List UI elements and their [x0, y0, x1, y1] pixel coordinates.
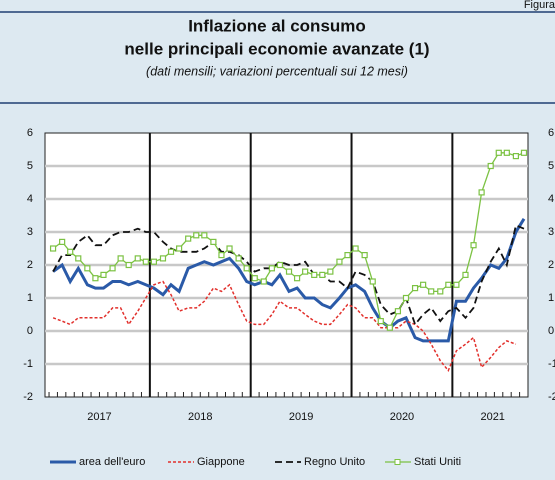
point-marker [218, 252, 225, 259]
y2-tick-label: 2 [548, 259, 554, 271]
point-marker [49, 245, 57, 252]
point-marker [176, 245, 183, 252]
point-marker [185, 235, 192, 242]
legend-marker [394, 459, 401, 465]
figure-label: Figura [524, 0, 555, 11]
point-marker [512, 153, 519, 160]
point-marker [369, 278, 376, 285]
point-marker [109, 265, 116, 272]
y2-tick-label: 5 [548, 160, 554, 172]
point-marker [193, 232, 200, 239]
legend-label: area dell'euro [79, 456, 145, 468]
point-marker [276, 261, 284, 269]
y-tick-label: 6 [27, 127, 33, 139]
y2-tick-label: -1 [548, 358, 555, 370]
y2-tick-label: -2 [548, 391, 555, 403]
point-marker [402, 294, 410, 302]
point-marker [437, 288, 444, 295]
y-tick-label: 2 [27, 259, 33, 271]
point-marker [478, 189, 485, 196]
point-marker [453, 281, 460, 288]
point-marker [377, 318, 384, 325]
x-tick-label: 2021 [480, 411, 504, 423]
point-marker [520, 149, 528, 156]
point-marker [92, 275, 99, 282]
point-marker [336, 258, 343, 265]
point-marker [268, 265, 275, 272]
point-marker [428, 288, 435, 295]
point-marker [311, 271, 318, 278]
point-marker [285, 268, 293, 275]
point-marker [150, 258, 158, 265]
point-marker [100, 271, 107, 278]
y-tick-label: 0 [27, 325, 33, 337]
x-tick-label: 2018 [188, 411, 212, 423]
point-marker [59, 238, 66, 245]
point-marker [462, 271, 469, 278]
point-marker [210, 238, 217, 245]
chart-title: nelle principali economie avanzate (1) [124, 39, 429, 58]
legend-label: Stati Uniti [414, 456, 461, 468]
y-tick-label: -1 [23, 358, 33, 370]
point-marker [495, 149, 502, 156]
point-marker [352, 245, 359, 252]
point-marker [327, 268, 334, 275]
point-marker [142, 258, 149, 265]
point-marker [75, 255, 82, 262]
point-marker [260, 278, 267, 285]
series-line [52, 218, 526, 343]
point-marker [159, 255, 167, 262]
y-tick-label: 3 [27, 226, 33, 238]
point-marker [235, 255, 242, 262]
point-marker [293, 275, 301, 282]
y2-tick-label: 3 [548, 226, 554, 238]
chart-subtitle: (dati mensili; variazioni percentuali su… [146, 64, 408, 78]
y-tick-label: -2 [23, 391, 33, 403]
x-tick-label: 2019 [289, 411, 313, 423]
y-tick-label: 1 [27, 292, 33, 304]
legend-label: Regno Unito [304, 456, 365, 468]
point-marker [386, 324, 393, 331]
point-marker [445, 281, 452, 288]
point-marker [251, 275, 258, 282]
y-tick-label: 5 [27, 160, 33, 172]
chart-title: Inflazione al consumo [188, 16, 366, 35]
point-marker [125, 261, 132, 269]
point-marker [117, 255, 124, 262]
point-marker [344, 252, 351, 259]
point-marker [487, 162, 494, 170]
point-marker [167, 248, 175, 255]
point-marker [503, 149, 510, 156]
y2-tick-label: 4 [548, 193, 554, 205]
point-marker [302, 268, 309, 275]
point-marker [243, 265, 250, 272]
x-tick-label: 2017 [87, 411, 111, 423]
y2-tick-label: 0 [548, 325, 554, 337]
point-marker [67, 248, 74, 255]
point-marker [361, 252, 368, 259]
point-marker [470, 242, 477, 249]
series-line [52, 224, 525, 327]
point-marker [319, 271, 326, 278]
y2-tick-label: 1 [548, 292, 554, 304]
point-marker [394, 308, 402, 315]
y-tick-label: 4 [27, 193, 33, 205]
point-marker [84, 265, 91, 272]
point-marker [226, 245, 233, 252]
point-marker [201, 232, 208, 239]
point-marker [411, 285, 419, 292]
point-marker [420, 281, 427, 288]
y2-tick-label: 6 [548, 127, 554, 139]
series-line [52, 280, 517, 373]
legend-label: Giappone [197, 456, 245, 468]
point-marker [134, 255, 141, 262]
x-tick-label: 2020 [390, 411, 414, 423]
